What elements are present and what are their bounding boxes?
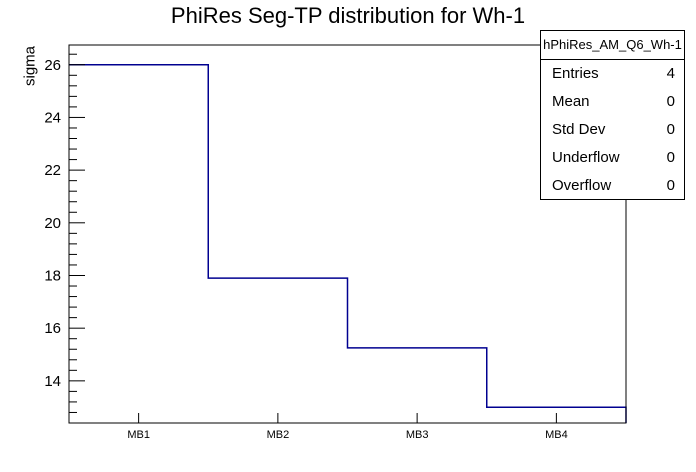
stats-label: Std Dev [552,120,606,138]
y-axis-title: sigma [21,45,39,87]
stats-label: Underflow [552,148,620,166]
stats-row-mean: Mean 0 [541,88,684,116]
stats-row-underflow: Underflow 0 [541,143,684,171]
y-tick-label: 22 [44,162,61,179]
plot-frame [68,44,627,424]
stats-row-stddev: Std Dev 0 [541,116,684,144]
y-tick-label: 20 [44,215,61,232]
stats-row-overflow: Overflow 0 [541,171,684,199]
y-tick-label: 16 [44,320,61,337]
stats-value: 0 [666,176,675,194]
y-tick-label: 24 [44,109,61,126]
stats-label: Overflow [552,176,612,194]
stats-label: Mean [552,93,590,111]
x-tick-label: MB2 [267,429,290,441]
x-tick-label: MB3 [406,429,429,441]
y-tick-label: 18 [44,267,61,284]
x-tick-label: MB4 [545,429,568,441]
y-tick-label: 14 [44,373,61,390]
stats-box-title: hPhiRes_AM_Q6_Wh-1 [541,31,684,60]
stats-row-entries: Entries 4 [541,60,684,88]
y-tick-label: 26 [44,57,61,74]
histogram-step-line [69,64,627,423]
stats-label: Entries [552,65,599,83]
stats-value: 0 [666,120,675,138]
x-tick-label: MB1 [127,429,150,441]
stats-value: 4 [666,65,675,83]
stats-value: 0 [666,148,675,166]
stats-box: hPhiRes_AM_Q6_Wh-1 Entries 4 Mean 0 Std … [540,30,685,200]
plot-title: PhiRes Seg-TP distribution for Wh-1 [170,3,526,28]
stats-rows: Entries 4 Mean 0 Std Dev 0 Underflow 0 O… [541,60,684,199]
stats-value: 0 [666,93,675,111]
